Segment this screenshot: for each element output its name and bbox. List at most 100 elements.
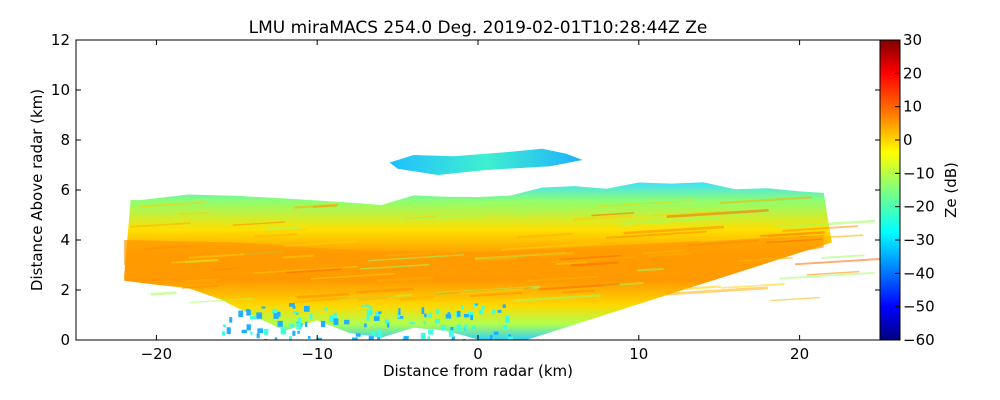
echo-speckle bbox=[296, 322, 302, 330]
colorbar-tick-label: −40 bbox=[903, 264, 935, 282]
echo-streak bbox=[311, 272, 395, 280]
echo-streak bbox=[360, 263, 430, 270]
echo-streak bbox=[806, 270, 860, 276]
echo-streak bbox=[475, 256, 518, 262]
echo-speckle bbox=[508, 334, 512, 337]
echo-streak bbox=[190, 297, 254, 304]
echo-speckle bbox=[303, 305, 310, 312]
echo-speckle bbox=[450, 326, 454, 334]
echo-speckle bbox=[280, 327, 287, 335]
echo-speckle bbox=[492, 309, 496, 315]
echo-speckle bbox=[375, 311, 381, 319]
echo-streak bbox=[683, 285, 721, 290]
echo-streak bbox=[573, 214, 634, 221]
echo-streak bbox=[296, 292, 350, 299]
echo-speckle bbox=[368, 306, 373, 309]
echo-speckle bbox=[378, 311, 382, 314]
echo-streak bbox=[512, 294, 601, 303]
echo-speckle bbox=[221, 331, 226, 336]
echo-speckle bbox=[261, 306, 266, 309]
echo-speckle bbox=[456, 324, 461, 332]
echo-speckle bbox=[277, 311, 281, 317]
echo-speckle bbox=[502, 304, 506, 308]
echo-streak bbox=[760, 231, 825, 238]
colorbar bbox=[879, 39, 901, 341]
echo-speckle bbox=[361, 305, 364, 308]
echo-speckle bbox=[292, 305, 296, 309]
echo-speckle bbox=[292, 330, 296, 336]
echo-speckle bbox=[468, 311, 474, 318]
echo-speckle bbox=[475, 303, 478, 306]
echo-speckle bbox=[256, 333, 260, 339]
echo-streak bbox=[449, 243, 546, 252]
echo-streak bbox=[775, 234, 864, 242]
colorbar-tick-label: −60 bbox=[903, 331, 935, 349]
echo-speckle bbox=[329, 315, 335, 322]
echo-speckle bbox=[333, 318, 339, 325]
echo-streak bbox=[779, 271, 875, 280]
echo-speckle bbox=[470, 314, 474, 321]
echo-streak bbox=[254, 233, 298, 238]
x-tick-label: 20 bbox=[790, 345, 809, 363]
colorbar-axis: 30 20 10 0 −10 −20 −30 −40 −50 −60 bbox=[895, 31, 935, 349]
echo-speckle bbox=[250, 316, 256, 320]
echo-streak bbox=[766, 238, 823, 244]
echo-streak bbox=[770, 296, 820, 302]
echo-speckle bbox=[223, 324, 227, 328]
echo-streak bbox=[562, 289, 594, 294]
echo-streak bbox=[605, 230, 707, 239]
echo-speckle bbox=[493, 331, 499, 335]
echo-streak bbox=[538, 283, 620, 291]
echo-speckle bbox=[364, 304, 370, 307]
echo-speckle bbox=[397, 315, 404, 319]
echo-speckle bbox=[503, 324, 507, 330]
echo-speckle bbox=[421, 307, 425, 315]
echo-speckle bbox=[238, 310, 244, 318]
echo-speckle bbox=[316, 337, 322, 340]
echo-speckle bbox=[373, 316, 380, 321]
colorbar-tick-label: −30 bbox=[903, 231, 935, 249]
echo-speckle bbox=[434, 319, 440, 324]
y-tick-label: 0 bbox=[60, 331, 70, 349]
echo-speckle bbox=[384, 319, 389, 324]
echo-streak bbox=[794, 258, 880, 266]
y-axis-label: Distance Above radar (km) bbox=[28, 89, 46, 291]
echo-speckle bbox=[289, 336, 292, 340]
echo-speckle bbox=[246, 309, 251, 316]
echo-speckle bbox=[277, 320, 283, 327]
echo-speckle bbox=[436, 308, 440, 315]
echo-speckle bbox=[377, 332, 383, 339]
echo-speckle bbox=[472, 325, 477, 329]
echo-streak bbox=[130, 222, 191, 228]
echo-streak bbox=[687, 239, 760, 247]
echo-speckle bbox=[371, 330, 377, 336]
echo-speckle bbox=[307, 335, 311, 339]
echo-streak bbox=[469, 291, 523, 297]
echo-streak bbox=[358, 296, 388, 301]
echo-streak bbox=[266, 226, 300, 231]
echo-speckle bbox=[478, 309, 483, 315]
echo-streak bbox=[570, 261, 619, 267]
echo-speckle bbox=[344, 319, 350, 325]
echo-speckle bbox=[257, 328, 263, 334]
echo-streak bbox=[367, 254, 464, 262]
echo-speckle bbox=[423, 321, 426, 325]
echo-streak bbox=[294, 203, 338, 209]
y-tick-label: 6 bbox=[60, 181, 70, 199]
echo-streak bbox=[720, 283, 785, 289]
x-axis-label: Distance from radar (km) bbox=[383, 362, 573, 380]
echo-speckle bbox=[441, 325, 446, 331]
echo-speckle bbox=[427, 336, 431, 340]
echo-speckle bbox=[320, 320, 326, 328]
echo-streak bbox=[400, 213, 485, 221]
echo-streak bbox=[555, 261, 588, 266]
colorbar-label: Ze (dB) bbox=[942, 162, 960, 218]
echo-speckle bbox=[273, 313, 279, 319]
echo-speckle bbox=[293, 311, 299, 314]
echo-streak bbox=[527, 275, 599, 282]
echo-speckle bbox=[297, 330, 300, 334]
echo-streak bbox=[400, 295, 435, 301]
echo-streak bbox=[150, 291, 177, 296]
echo-speckle bbox=[497, 309, 502, 313]
